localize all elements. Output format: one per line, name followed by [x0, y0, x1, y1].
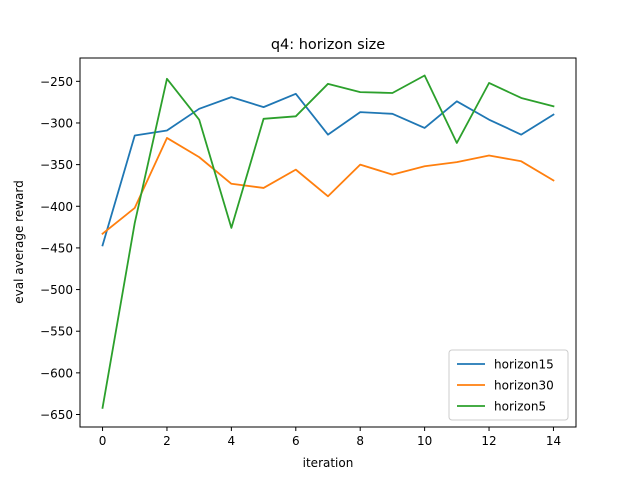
plot-frame: [79, 57, 577, 428]
x-tick-label: 4: [228, 434, 236, 448]
y-tick-label: −450: [40, 241, 73, 255]
series-line-0: [101, 92, 555, 247]
legend: horizon15 horizon30 horizon5: [448, 349, 569, 421]
x-axis-label: iteration: [303, 456, 354, 470]
y-axis: −650 −600 −550 −500 −450 −400 −350 −300 −250: [40, 75, 80, 422]
x-tick-label: 0: [99, 434, 107, 448]
x-tick-label: 12: [481, 434, 496, 448]
plot-area: [79, 57, 577, 428]
series-line-2: [101, 74, 555, 409]
chart-title: q4: horizon size: [271, 37, 385, 53]
x-tick-label: 6: [292, 434, 300, 448]
legend-box: [448, 349, 569, 421]
x-axis: 0 2 4 6 8 10 12 14: [99, 427, 561, 448]
y-tick-label: −300: [40, 116, 73, 130]
y-tick-label: −250: [40, 75, 73, 89]
x-tick-label: 14: [546, 434, 561, 448]
y-tick-label: −400: [40, 200, 73, 214]
y-tick-label: −350: [40, 158, 73, 172]
y-tick-label: −600: [40, 366, 73, 380]
legend-label-1: horizon30: [494, 379, 554, 393]
y-tick-label: −650: [40, 408, 73, 422]
x-tick-label: 10: [417, 434, 432, 448]
x-tick-label: 2: [163, 434, 171, 448]
series-line-1: [101, 137, 555, 236]
y-tick-label: −500: [40, 283, 73, 297]
legend-label-2: horizon5: [494, 400, 546, 414]
y-tick-label: −550: [40, 325, 73, 339]
x-tick-label: 8: [356, 434, 364, 448]
legend-label-0: horizon15: [494, 358, 554, 372]
y-axis-label: eval average reward: [12, 180, 26, 304]
